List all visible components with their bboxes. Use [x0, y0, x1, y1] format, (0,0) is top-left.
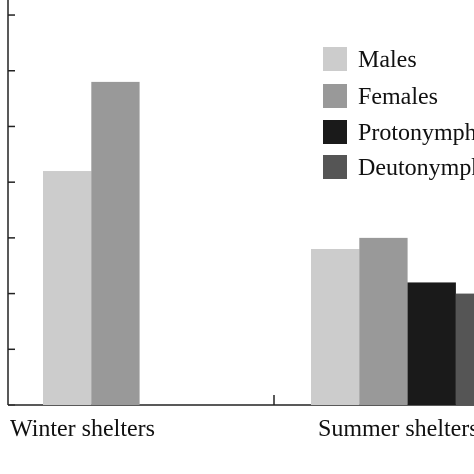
- bar: [311, 249, 360, 405]
- x-tick-label: Summer shelters: [318, 416, 474, 442]
- bar: [407, 282, 456, 405]
- legend-swatch: [323, 47, 347, 71]
- bar: [91, 81, 140, 406]
- legend-label: Deutonymphs: [358, 155, 474, 181]
- legend-label: Males: [358, 47, 417, 73]
- bar: [359, 237, 408, 405]
- legend-swatch: [323, 120, 347, 144]
- x-tick-label: Winter shelters: [10, 416, 155, 442]
- bar: [455, 293, 474, 405]
- legend-label: Females: [358, 84, 438, 110]
- legend-swatch: [323, 84, 347, 108]
- legend-swatch: [323, 155, 347, 179]
- bar: [43, 171, 92, 405]
- legend-label: Protonymphs: [358, 120, 474, 146]
